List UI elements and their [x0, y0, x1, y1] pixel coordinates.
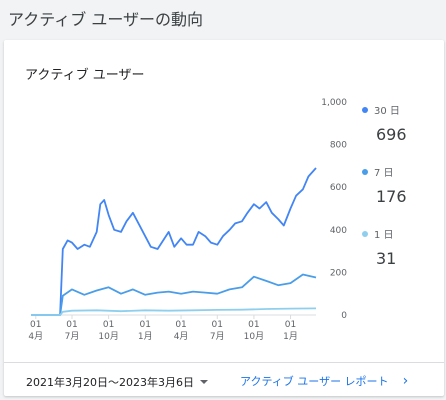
x-tick-label-day: 01 [175, 320, 186, 330]
x-tick-label-day: 01 [212, 320, 223, 330]
legend-dot-30day [362, 106, 368, 113]
legend-item-1day[interactable]: 1 日 31 [362, 226, 442, 288]
x-tick-label-day: 01 [140, 320, 151, 330]
legend-dot-7day [362, 168, 368, 175]
legend-item-7day[interactable]: 7 日 176 [362, 164, 442, 226]
active-users-chart: 1,0008006004002000014月017月0110月011月014月0… [28, 98, 347, 342]
x-tick-label-month: 1月 [138, 331, 153, 342]
legend-value-30day: 696 [376, 125, 407, 144]
legend-label-1day: 1 日 [374, 230, 394, 241]
x-tick-label-month: 4月 [174, 331, 189, 342]
date-range-label: 2021年3月20日～2023年3月6日 [26, 376, 194, 389]
date-range-selector[interactable]: 2021年3月20日～2023年3月6日 [26, 374, 208, 390]
series-line-7day [31, 273, 317, 316]
chart-legend: 30 日 696 7 日 176 1 日 31 [362, 102, 442, 288]
card-title: アクティブ ユーザー [25, 68, 145, 83]
active-users-report-link[interactable]: アクティブ ユーザー レポート › [240, 373, 408, 389]
y-tick-label: 200 [330, 268, 347, 278]
caret-down-icon [199, 380, 208, 384]
y-tick-label: 1,000 [321, 98, 347, 108]
series-line-30day [31, 167, 317, 316]
x-tick-label-day: 01 [30, 320, 41, 330]
x-tick-label-day: 01 [66, 320, 77, 330]
x-tick-label-month: 10月 [244, 331, 264, 342]
report-link-label: アクティブ ユーザー レポート [240, 375, 389, 388]
legend-label-30day: 30 日 [374, 106, 400, 117]
x-tick-label-month: 7月 [65, 331, 80, 342]
legend-label-7day: 7 日 [374, 168, 394, 179]
x-tick-label-month: 7月 [210, 331, 225, 342]
page-title: アクティブ ユーザーの動向 [8, 10, 204, 29]
active-users-card: アクティブ ユーザー 1,000 800 600 400 200 0 01 4月 01 7月 01 1… [4, 40, 444, 396]
x-tick-label-day: 01 [103, 320, 114, 330]
y-tick-label: 0 [341, 311, 347, 321]
legend-item-30day[interactable]: 30 日 696 [362, 102, 442, 164]
x-tick-label-month: 4月 [28, 331, 43, 342]
x-tick-label-day: 01 [248, 320, 259, 330]
legend-value-7day: 176 [376, 187, 407, 206]
legend-dot-1day [362, 230, 368, 237]
y-tick-label: 800 [330, 141, 347, 151]
card-divider [4, 362, 444, 363]
x-tick-label-month: 10月 [98, 331, 118, 342]
y-tick-label: 600 [330, 183, 347, 193]
x-tick-label-day: 01 [285, 320, 296, 330]
series-line-1day [31, 307, 317, 316]
x-tick-label-month: 1月 [283, 331, 298, 342]
legend-value-1day: 31 [376, 249, 397, 268]
chevron-right-icon: › [402, 373, 409, 389]
y-tick-label: 400 [330, 226, 347, 236]
